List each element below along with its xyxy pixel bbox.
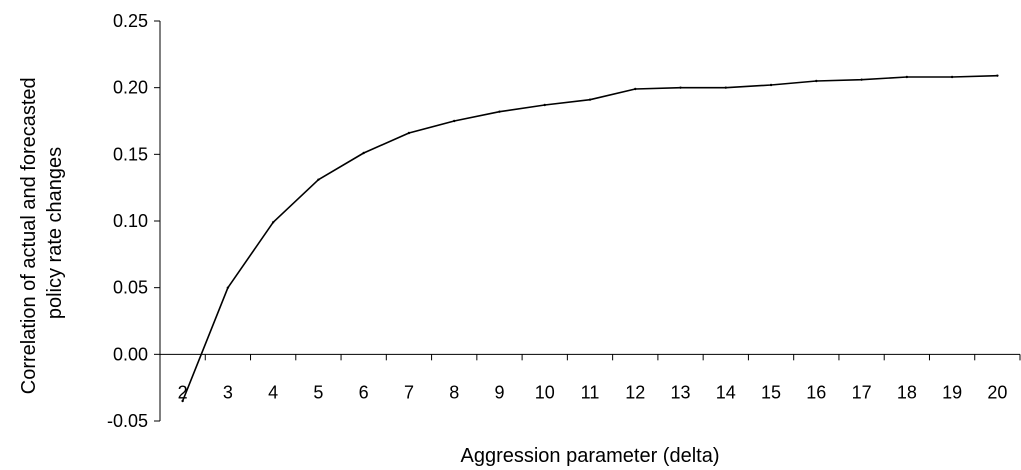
- y-axis-tick-labels: -0.05 0.00 0.05 0.10 0.15 0.20 0.25: [107, 11, 148, 431]
- y-axis-title-line-1: Correlation of actual and forecasted: [18, 77, 40, 394]
- x-tick-label: 2: [178, 382, 188, 402]
- x-tick-label: 13: [671, 382, 691, 402]
- y-tick-label: 0.10: [113, 211, 148, 231]
- data-point: [588, 98, 592, 101]
- data-point: [543, 103, 546, 107]
- x-tick-label: 4: [268, 382, 278, 402]
- data-point: [634, 87, 637, 91]
- data-point: [950, 75, 954, 79]
- x-tick-label: 3: [223, 382, 233, 402]
- data-point: [996, 74, 999, 77]
- x-tick-label: 12: [625, 382, 645, 402]
- x-axis-tick-labels: 2 3 4 5 6 7 8 9 10 11 12 13 14 15 16 17 18 19 20: [178, 382, 1008, 402]
- data-point: [679, 86, 682, 89]
- x-tick-label: 20: [987, 382, 1007, 402]
- x-tick-label: 17: [852, 382, 872, 402]
- x-axis-title: Aggression parameter (delta): [460, 445, 719, 467]
- x-tick-label: 16: [806, 382, 826, 402]
- x-tick-label: 15: [761, 382, 781, 402]
- data-point: [271, 221, 275, 224]
- x-tick-label: 10: [535, 382, 555, 402]
- series-line: [181, 74, 998, 402]
- x-tick-label: 5: [313, 382, 323, 402]
- data-point: [407, 131, 411, 135]
- data-point: [181, 399, 184, 403]
- data-point: [860, 78, 863, 81]
- y-tick-label: 0.20: [113, 78, 148, 98]
- x-tick-label: 14: [716, 382, 736, 402]
- y-tick-label: 0.25: [113, 11, 148, 31]
- y-tick-label: 0.15: [113, 144, 148, 164]
- data-point: [905, 75, 909, 79]
- data-point: [317, 178, 320, 181]
- x-tick-label: 9: [494, 382, 504, 402]
- data-point: [815, 79, 818, 83]
- x-tick-label: 18: [897, 382, 917, 402]
- x-tick-label: 11: [581, 382, 600, 402]
- y-axis-ticks: [154, 20, 160, 422]
- x-tick-label: 19: [942, 382, 962, 402]
- x-axis-ticks: [159, 354, 1021, 361]
- y-tick-label: -0.05: [107, 411, 148, 431]
- y-axis-title-line-2: policy rate changes: [44, 147, 66, 319]
- x-tick-label: 8: [449, 382, 459, 402]
- y-axis-title: Correlation of actual and forecasted pol…: [18, 72, 66, 394]
- x-tick-label: 6: [359, 382, 369, 402]
- data-point: [498, 110, 501, 113]
- data-point: [362, 151, 365, 155]
- data-point: [769, 83, 773, 87]
- data-point: [226, 286, 230, 289]
- y-tick-label: 0.05: [113, 278, 148, 298]
- x-tick-label: 7: [404, 382, 414, 402]
- data-points: [181, 74, 999, 403]
- data-point: [724, 86, 727, 89]
- y-tick-label: 0.00: [113, 344, 148, 364]
- data-point: [453, 119, 456, 123]
